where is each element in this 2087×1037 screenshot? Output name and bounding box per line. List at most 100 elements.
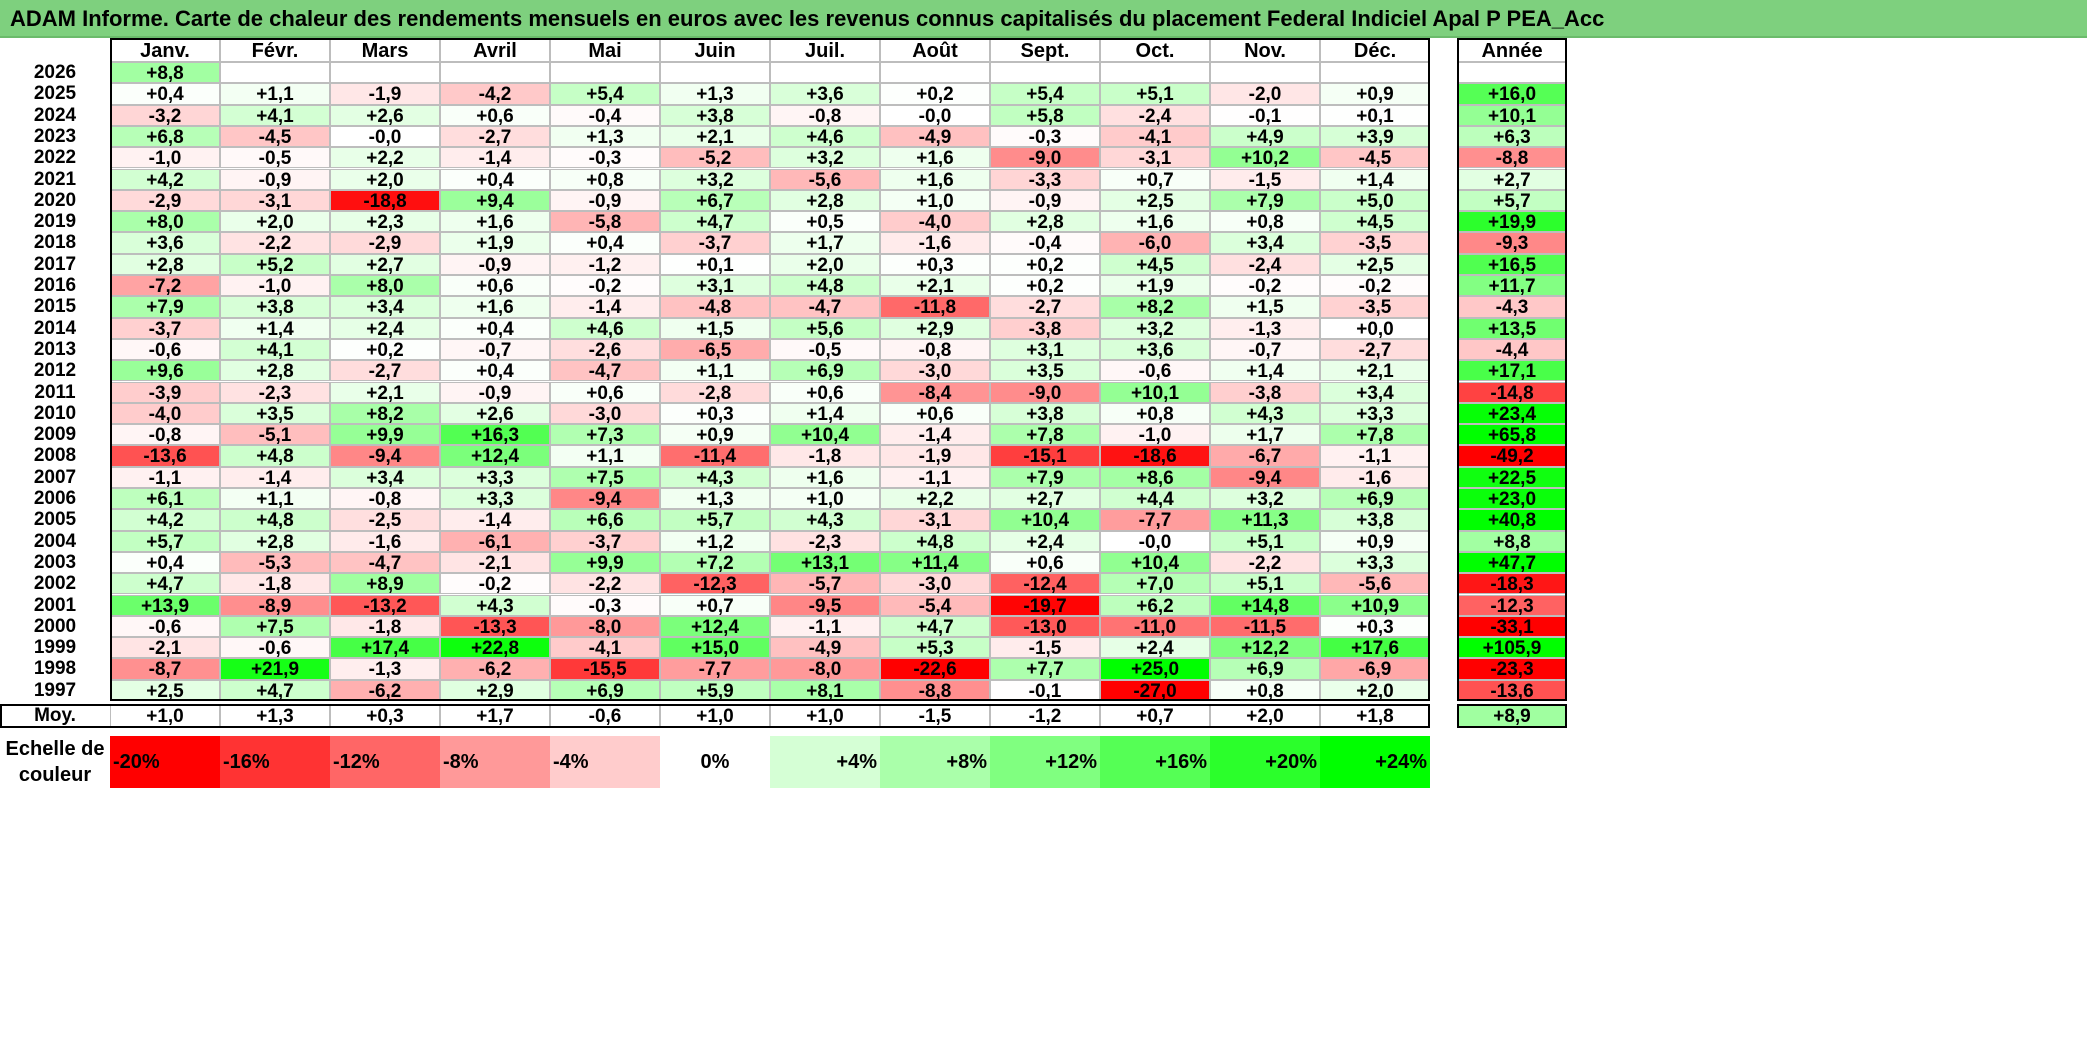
month-cell: [770, 62, 880, 84]
month-cell: -9,4: [550, 488, 660, 510]
month-cell: -9,0: [990, 381, 1100, 403]
month-cell: -5,6: [1320, 573, 1430, 595]
month-cell: -0,8: [770, 104, 880, 126]
month-cell: +0,4: [550, 232, 660, 254]
month-cell: +1,0: [880, 189, 990, 212]
month-cell: +6,7: [660, 189, 770, 212]
month-cell: +6,9: [550, 679, 660, 701]
month-header: Oct.: [1100, 38, 1210, 62]
month-cell: +4,7: [220, 679, 330, 701]
month-header: Févr.: [220, 38, 330, 62]
annual-cell: +22,5: [1457, 466, 1567, 488]
annual-cell: +8,8: [1457, 530, 1567, 552]
month-cell: +21,9: [220, 658, 330, 680]
average-cell: +0,3: [330, 703, 440, 728]
annual-cell: -49,2: [1457, 445, 1567, 467]
month-cell: +3,3: [1320, 402, 1430, 425]
month-cell: -1,0: [110, 147, 220, 169]
month-cell: -1,8: [330, 615, 440, 638]
month-cell: -0,2: [550, 275, 660, 297]
average-cell: +0,7: [1100, 703, 1210, 728]
annual-cell: +105,9: [1457, 637, 1567, 659]
month-cell: -8,0: [770, 658, 880, 680]
year-label: 2003: [0, 551, 110, 574]
month-cell: -11,8: [880, 296, 990, 318]
month-cell: -1,9: [330, 83, 440, 105]
month-header: Mai: [550, 38, 660, 62]
year-label: 1997: [0, 679, 110, 701]
month-cell: +12,2: [1210, 637, 1320, 659]
month-cell: +6,1: [110, 488, 220, 510]
month-cell: +2,7: [330, 253, 440, 275]
month-cell: +2,1: [1320, 360, 1430, 382]
month-cell: -7,2: [110, 275, 220, 297]
month-cell: +16,3: [440, 424, 550, 446]
month-cell: -1,5: [990, 637, 1100, 659]
month-cell: -2,2: [220, 232, 330, 254]
month-cell: +0,8: [1100, 402, 1210, 425]
month-cell: +0,4: [440, 317, 550, 339]
month-cell: +5,7: [110, 530, 220, 552]
month-cell: -7,7: [1100, 509, 1210, 531]
month-cell: -0,7: [440, 338, 550, 361]
month-cell: +3,3: [440, 466, 550, 488]
average-annual-cell: +8,9: [1457, 703, 1567, 728]
month-cell: +3,5: [990, 360, 1100, 382]
month-cell: -2,7: [990, 296, 1100, 318]
month-cell: +4,7: [880, 615, 990, 638]
month-cell: +1,9: [1100, 275, 1210, 297]
month-cell: -6,7: [1210, 445, 1320, 467]
annual-cell: +11,7: [1457, 275, 1567, 297]
month-cell: -2,0: [1210, 83, 1320, 105]
color-scale-step: +4%: [770, 735, 880, 788]
month-cell: +4,1: [220, 104, 330, 126]
month-cell: -4,7: [330, 551, 440, 574]
color-scale-label-line2: couleur: [18, 763, 92, 786]
month-cell: -0,0: [880, 104, 990, 126]
year-label: 2025: [0, 83, 110, 105]
month-cell: +4,8: [880, 530, 990, 552]
month-cell: -2,5: [330, 509, 440, 531]
month-cell: +2,5: [110, 679, 220, 701]
month-cell: +6,9: [1320, 488, 1430, 510]
month-cell: -4,0: [110, 402, 220, 425]
month-cell: +0,6: [550, 381, 660, 403]
month-cell: +2,1: [330, 381, 440, 403]
month-cell: -1,1: [770, 615, 880, 638]
month-cell: +4,3: [1210, 402, 1320, 425]
month-cell: -4,9: [770, 637, 880, 659]
month-cell: +0,4: [440, 168, 550, 190]
month-cell: +0,2: [990, 253, 1100, 275]
month-cell: -9,0: [990, 147, 1100, 169]
month-cell: +9,9: [550, 551, 660, 574]
month-cell: +11,3: [1210, 509, 1320, 531]
annual-cell: [1457, 62, 1567, 84]
month-header: Juil.: [770, 38, 880, 62]
month-cell: +1,6: [880, 147, 990, 169]
year-label: 2006: [0, 488, 110, 510]
month-cell: +1,6: [770, 466, 880, 488]
month-cell: -1,0: [220, 275, 330, 297]
month-cell: -1,1: [880, 466, 990, 488]
month-cell: -5,1: [220, 424, 330, 446]
month-cell: -13,3: [440, 615, 550, 638]
month-cell: -3,2: [110, 104, 220, 126]
month-cell: +6,9: [770, 360, 880, 382]
month-cell: -9,4: [330, 445, 440, 467]
month-cell: +2,6: [330, 104, 440, 126]
color-scale-label-line1: Echelle de: [5, 737, 105, 760]
month-cell: +0,4: [440, 360, 550, 382]
month-cell: +7,0: [1100, 573, 1210, 595]
month-cell: +0,6: [770, 381, 880, 403]
month-cell: +2,1: [880, 275, 990, 297]
month-cell: -4,9: [880, 125, 990, 148]
page-title: ADAM Informe. Carte de chaleur des rende…: [0, 0, 2087, 38]
month-cell: -9,4: [1210, 466, 1320, 488]
month-cell: +2,8: [110, 253, 220, 275]
month-cell: -8,4: [880, 381, 990, 403]
month-header: Nov.: [1210, 38, 1320, 62]
month-cell: [880, 62, 990, 84]
month-cell: +9,6: [110, 360, 220, 382]
month-cell: +0,3: [1320, 615, 1430, 638]
month-cell: +5,4: [550, 83, 660, 105]
